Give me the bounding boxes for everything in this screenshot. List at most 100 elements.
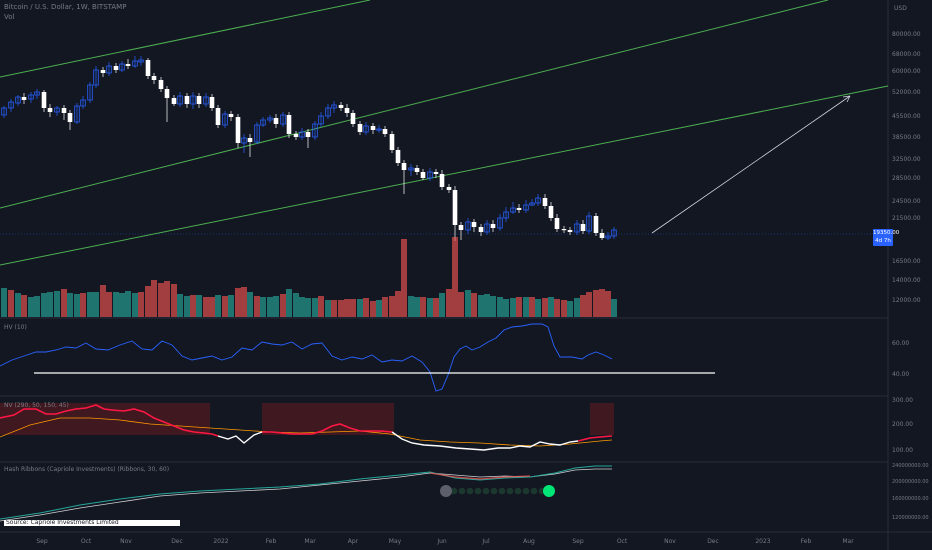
volume-bar	[331, 300, 337, 317]
candle-body	[196, 96, 202, 104]
volume-bar	[548, 297, 554, 317]
volume-bar	[106, 292, 112, 317]
volume-bar	[490, 296, 496, 317]
candle-body	[370, 126, 376, 130]
candle-body	[561, 229, 567, 231]
candle-body	[318, 115, 324, 125]
volume-bar	[151, 280, 157, 317]
volume-bar	[484, 294, 490, 317]
volume-bar	[171, 284, 177, 317]
volume-bar	[196, 295, 202, 317]
candle-body	[363, 125, 369, 133]
candle-body	[599, 233, 605, 238]
nv-scale-label: 200.00	[892, 421, 913, 428]
candle-body	[80, 99, 86, 107]
capitulation-dot	[498, 487, 506, 495]
candle-body	[580, 224, 586, 231]
candle-body	[523, 204, 529, 211]
volume-bar	[235, 288, 241, 317]
volume-bar	[593, 290, 599, 317]
volume-bar	[61, 289, 67, 317]
price-scale-label: 12000.00	[892, 297, 921, 304]
time-axis-label: Feb	[800, 538, 812, 545]
hash-ribbon-capitulation	[429, 472, 531, 480]
candle-body	[325, 107, 331, 117]
volume-bar	[280, 294, 286, 317]
nv-zone	[262, 403, 394, 435]
volume-bar	[420, 297, 426, 317]
volume-bar	[357, 299, 363, 317]
candle-body	[542, 198, 548, 206]
candle-body	[100, 70, 106, 73]
volume-bar	[376, 300, 382, 317]
volume-bar	[28, 297, 34, 317]
hash-scale-label: 240000000.00	[892, 463, 929, 469]
candle-body	[465, 221, 471, 231]
candle-body	[395, 150, 401, 163]
nv-line-hot	[262, 423, 393, 435]
hv-line	[0, 323, 613, 392]
price-scale-label: 38500.00	[892, 134, 921, 141]
candle-body	[401, 163, 407, 170]
candle-body	[54, 107, 60, 113]
candle-body	[241, 137, 247, 144]
hv-pane-label[interactable]: HV (10)	[4, 324, 27, 331]
candle-body	[74, 105, 80, 123]
volume-bar	[554, 299, 560, 317]
candle-body	[574, 223, 580, 233]
capitulation-dot	[506, 487, 514, 495]
volume-bar	[312, 298, 318, 317]
time-axis-label: Dec	[707, 538, 719, 545]
candle-body	[125, 64, 131, 66]
volume-bar	[41, 293, 47, 317]
volume-bar	[293, 293, 299, 317]
volume-bar	[401, 239, 407, 317]
time-axis-label: May	[388, 538, 402, 545]
candle-body	[535, 197, 541, 204]
time-axis-label: Aug	[523, 538, 535, 545]
candle-body	[171, 98, 177, 104]
volume-bar	[599, 289, 605, 317]
hash-scale-label: 160000000.00	[892, 496, 929, 502]
nv-scale-label: 100.00	[892, 447, 913, 454]
candle-body	[433, 172, 439, 174]
volume-bar	[478, 295, 484, 317]
volume-bar	[215, 295, 221, 317]
volume-bar	[363, 298, 369, 317]
volume-bar	[370, 301, 376, 317]
price-scale-label: 52000.00	[892, 89, 921, 96]
price-scale-label: 16500.00	[892, 258, 921, 265]
volume-bar	[382, 297, 388, 317]
volume-bar	[209, 297, 215, 317]
volume-bar	[344, 299, 350, 317]
volume-bar	[586, 292, 592, 317]
bar-countdown: 4d 7h	[875, 238, 891, 244]
time-axis-label: Oct	[616, 538, 628, 545]
candle-body	[177, 95, 183, 105]
volume-bar	[433, 298, 439, 317]
volume-bar	[338, 300, 344, 317]
volume-bar	[567, 301, 573, 317]
candle-body	[235, 117, 241, 143]
volume-bar	[497, 297, 503, 317]
candle-body	[350, 113, 356, 124]
channel-line-upper	[0, 0, 371, 78]
volume-bar	[15, 293, 21, 317]
nv-pane-label[interactable]: NV (290, 50, 150, 45)	[4, 402, 69, 409]
candle-body	[446, 187, 452, 190]
volume-bar	[427, 298, 433, 317]
candle-body	[376, 128, 382, 131]
candle-body	[389, 134, 395, 150]
volume-bar	[34, 296, 40, 317]
candle-body	[286, 115, 292, 134]
volume-bar	[125, 291, 131, 317]
volume-bar	[389, 296, 395, 317]
nv-zone	[590, 403, 614, 435]
candle-body	[158, 80, 164, 89]
candle-body	[605, 235, 611, 239]
symbol-title[interactable]: Bitcoin / U.S. Dollar, 1W, BITSTAMP	[4, 3, 127, 11]
hash-ribbons-pane-label[interactable]: Hash Ribbons (Capriole Investments) (Rib…	[4, 466, 170, 473]
price-scale-label: 24500.00	[892, 198, 921, 205]
candle-body	[106, 65, 112, 74]
